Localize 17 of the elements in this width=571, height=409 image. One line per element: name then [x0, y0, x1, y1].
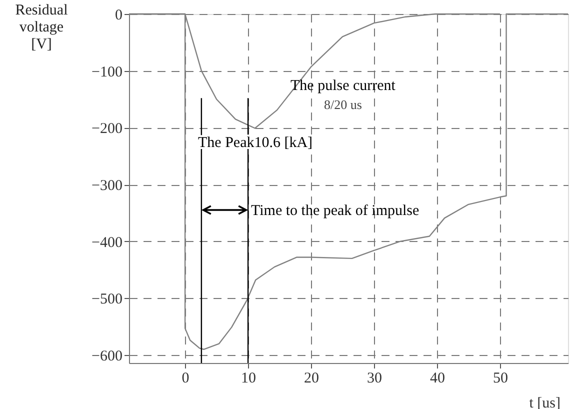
- x-tick-label: 10: [241, 370, 256, 386]
- y-tick-label: −200: [92, 121, 122, 138]
- annotation: 8/20 us: [324, 97, 362, 112]
- x-tick-label: 20: [304, 370, 320, 386]
- x-tick-label: 50: [492, 370, 508, 386]
- x-tick-label: 0: [182, 370, 190, 386]
- y-axis-title: Residual voltage [V]: [15, 2, 68, 52]
- y-tick-label: 0: [115, 8, 122, 24]
- annotation: The pulse current: [290, 78, 396, 94]
- y-tick-label: −300: [92, 178, 122, 194]
- annotation: Time to the peak of impulse: [251, 203, 420, 219]
- y-tick-label: −600: [92, 348, 122, 365]
- x-tick-label: 30: [367, 370, 382, 386]
- y-tick-label: −500: [92, 292, 122, 308]
- y-tick-label: −400: [92, 234, 122, 251]
- x-tick-label: 40: [430, 370, 445, 386]
- y-tick-label: −100: [92, 64, 122, 80]
